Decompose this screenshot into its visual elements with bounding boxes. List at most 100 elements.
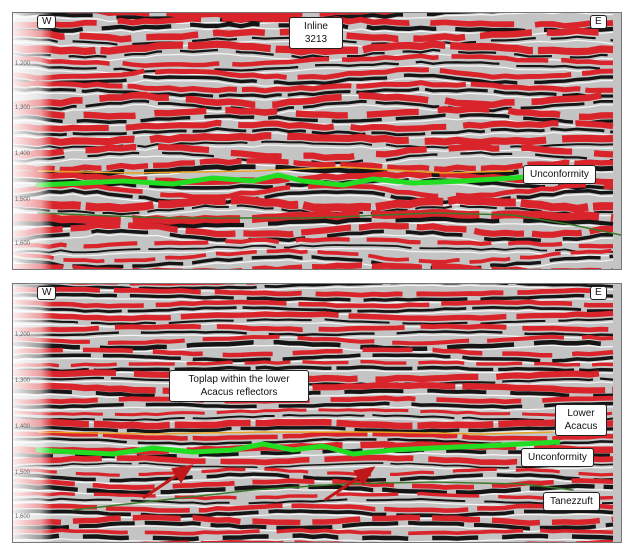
seismic-trough	[13, 244, 614, 254]
tanezzuft-horizon	[37, 212, 621, 236]
seismic-trough	[13, 483, 614, 496]
west-label: W	[37, 15, 57, 29]
east-label: E	[590, 286, 607, 300]
seismic-trough	[13, 472, 614, 483]
seismic-trough	[13, 86, 614, 99]
lower-acacus-label: Lower Acacus	[555, 404, 607, 436]
seismic-trough	[13, 533, 614, 542]
seismic-reflector	[13, 310, 614, 322]
seismic-trough	[13, 48, 614, 59]
time-tick: 1,500	[15, 197, 31, 203]
time-tick: 1,600	[15, 241, 31, 247]
seismic-reflectors-top	[13, 13, 621, 269]
time-axis-bottom: 1,200 1,300 1,400 1,500 1,600	[13, 284, 53, 542]
seismic-trough	[13, 414, 614, 422]
seismic-zero-crossing	[13, 405, 614, 412]
seismic-reflector	[13, 15, 614, 29]
seismic-zero-crossing	[13, 64, 613, 76]
seismic-zero-crossing	[13, 393, 614, 401]
unconformity-horizon	[35, 439, 561, 457]
seismic-trough	[13, 388, 614, 399]
seismic-reflector	[13, 430, 614, 441]
seismic-trough	[13, 151, 614, 165]
seismic-reflector	[13, 53, 613, 68]
seismic-zero-crossing	[13, 247, 614, 257]
seismic-trough	[13, 401, 614, 410]
seismic-reflector	[13, 119, 614, 132]
tanezzuft-label: Tanezzuft	[543, 492, 600, 511]
time-tick: 1,200	[15, 332, 31, 338]
seismic-reflector	[13, 347, 614, 358]
seismic-reflector	[13, 157, 614, 173]
east-label: E	[590, 15, 607, 29]
seismic-trough	[13, 305, 614, 314]
west-label: W	[37, 286, 57, 300]
seismic-reflector	[13, 195, 614, 213]
seismic-section-top: 1,200 1,300 1,400 1,500 1,600 W E Inline…	[12, 12, 622, 270]
seismic-reflector	[13, 454, 614, 466]
seismic-reflector	[13, 262, 614, 269]
time-tick: 1,600	[15, 514, 31, 520]
seismic-trough	[13, 99, 613, 113]
seismic-reflector	[13, 528, 614, 536]
seismic-trough	[13, 228, 613, 243]
seismic-trough	[13, 127, 614, 137]
seismic-reflector	[13, 182, 614, 200]
time-axis-top: 1,200 1,300 1,400 1,500 1,600	[13, 13, 53, 269]
seismic-reflector	[13, 221, 614, 238]
seismic-reflector	[13, 478, 614, 490]
seismic-reflector	[13, 66, 614, 81]
seismic-trough	[13, 353, 614, 363]
seismic-zero-crossing	[13, 452, 614, 461]
seismic-reflector	[13, 143, 614, 161]
seismic-trough	[13, 73, 614, 86]
seismic-zero-crossing	[13, 538, 614, 542]
seismic-trough	[13, 520, 614, 531]
seismic-trough	[13, 284, 614, 291]
time-tick: 1,300	[15, 378, 31, 384]
seismic-trough	[13, 462, 614, 469]
time-tick: 1,400	[15, 424, 31, 430]
seismic-reflector	[13, 132, 614, 147]
unconformity-horizon	[35, 172, 536, 188]
seismic-reflector	[13, 503, 614, 513]
seismic-reflector	[13, 382, 614, 394]
seismic-reflector	[13, 237, 614, 249]
seismic-trough	[13, 317, 614, 326]
seismic-reflector	[13, 91, 614, 109]
seismic-reflector	[13, 359, 614, 368]
seismic-reflector	[13, 514, 614, 526]
seismic-trough	[13, 425, 614, 434]
seismic-reflector	[13, 40, 614, 56]
seismic-reflector	[13, 491, 614, 501]
seismic-reflector	[13, 467, 614, 477]
seismic-zero-crossing	[13, 284, 614, 293]
seismic-reflector	[13, 299, 614, 309]
seismic-trough	[13, 254, 614, 269]
seismic-reflector	[13, 418, 614, 430]
toplap-arrow	[142, 464, 194, 500]
seismic-trough	[13, 330, 614, 337]
seismic-trough	[13, 497, 614, 506]
time-tick: 1,300	[15, 105, 31, 111]
time-tick: 1,500	[15, 470, 31, 476]
seismic-reflector	[13, 80, 614, 94]
seismic-trough	[13, 113, 614, 125]
orange-horizon	[37, 166, 514, 174]
seismic-reflectors-bottom	[13, 284, 621, 542]
unconformity-label: Unconformity	[523, 165, 596, 184]
seismic-reflector	[13, 395, 614, 405]
seismic-reflector	[13, 369, 614, 383]
seismic-trough	[13, 188, 614, 205]
seismic-reflector	[13, 105, 614, 121]
orange-horizon	[37, 431, 554, 435]
tanezzuft-horizon	[72, 481, 574, 511]
toplap-label: Toplap within the lower Acacus reflector…	[169, 370, 309, 402]
seismic-zero-crossing	[13, 465, 614, 472]
seismic-trough	[13, 292, 614, 303]
seismic-zero-crossing	[13, 321, 614, 328]
seismic-reflector	[13, 334, 614, 346]
inline-label: Inline 3213	[289, 17, 343, 49]
seismic-trough	[13, 509, 614, 518]
